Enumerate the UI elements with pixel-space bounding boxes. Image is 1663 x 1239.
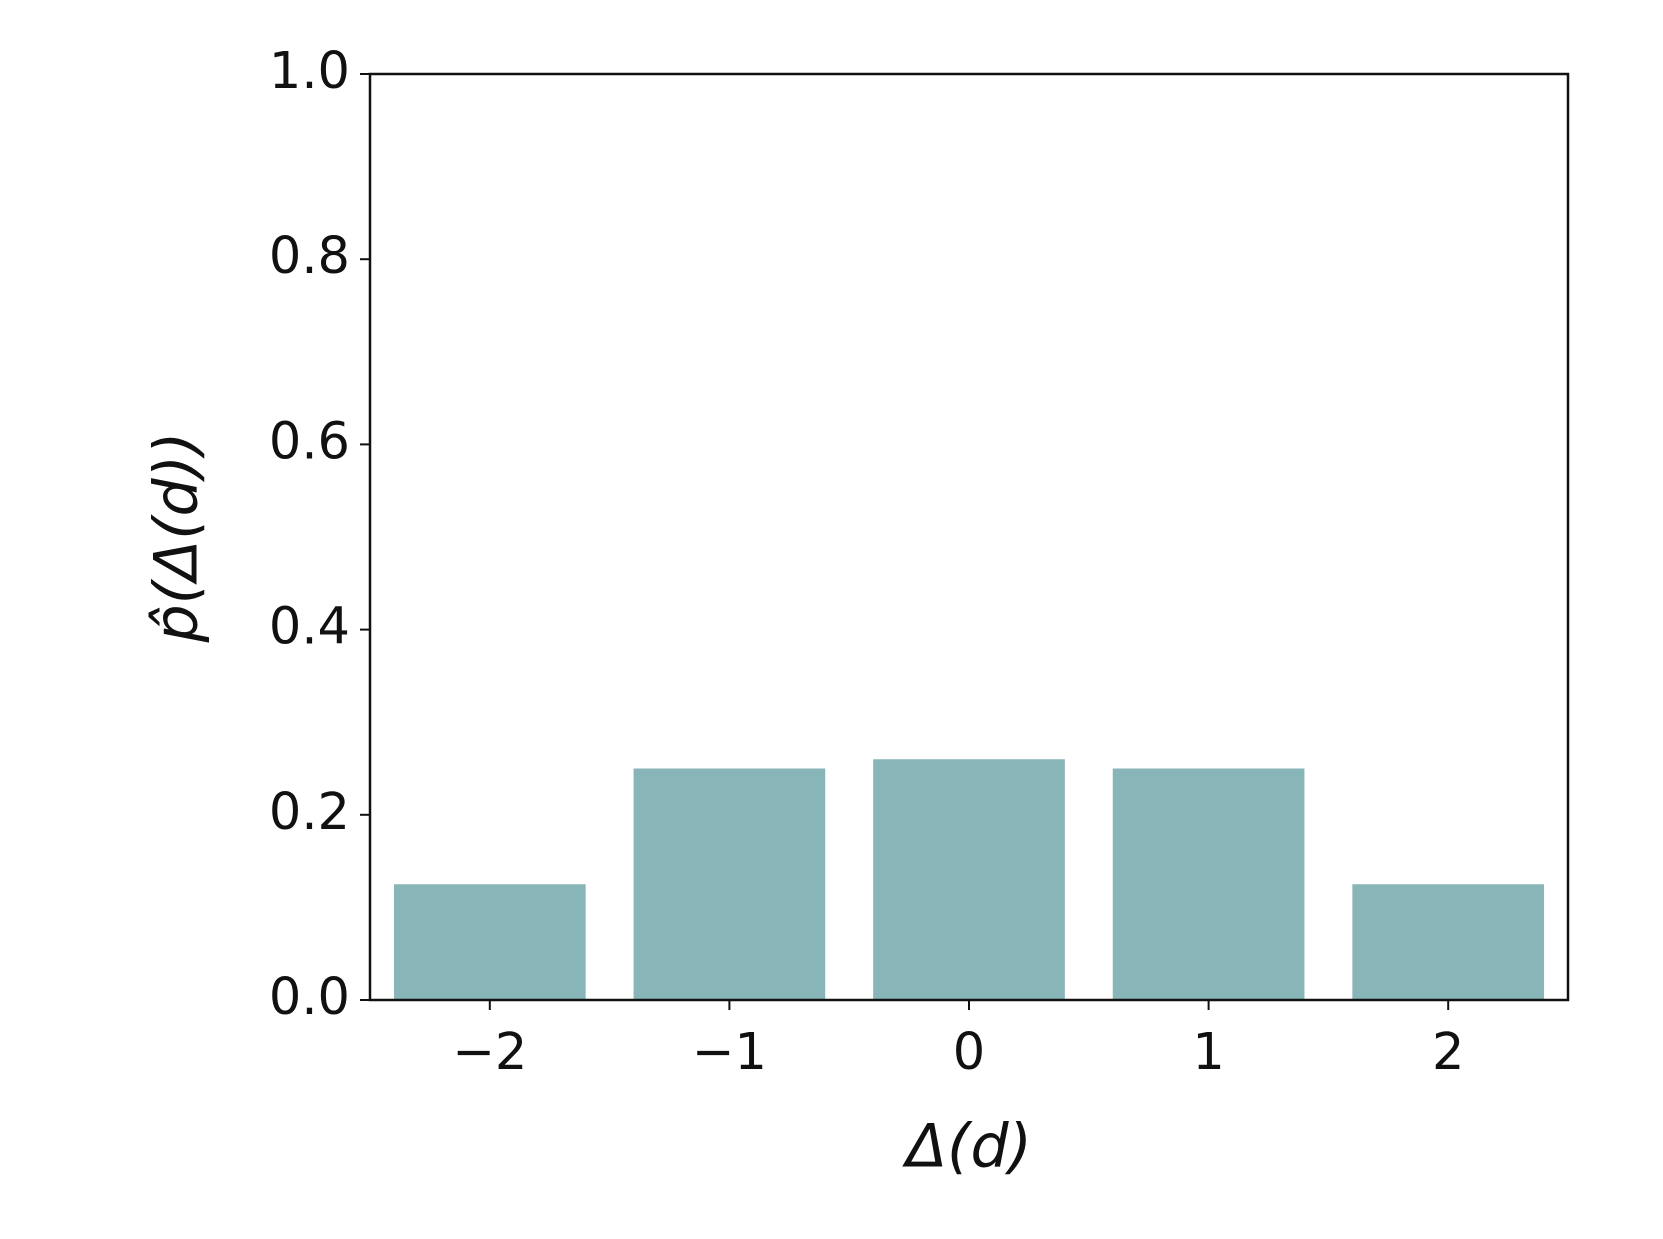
x-tick-label: −2 bbox=[452, 1023, 527, 1082]
bar bbox=[633, 768, 826, 1000]
x-tick-label: 2 bbox=[1432, 1023, 1464, 1082]
bar bbox=[1112, 768, 1305, 1000]
y-tick-label: 0.6 bbox=[269, 412, 350, 471]
bar bbox=[1352, 884, 1545, 1000]
x-tick-label: 0 bbox=[953, 1023, 985, 1082]
bar bbox=[393, 884, 586, 1000]
y-tick-label: 1.0 bbox=[269, 42, 350, 101]
x-axis-label: Δ(d) bbox=[902, 1112, 1032, 1182]
plot-frame bbox=[368, 72, 1570, 1002]
y-tick-label: 0.4 bbox=[269, 598, 350, 657]
x-tick-label: −1 bbox=[692, 1023, 767, 1082]
bar bbox=[873, 759, 1065, 1000]
y-axis-label: p̂(Δ(d)) bbox=[142, 432, 212, 644]
y-tick-label: 0.0 bbox=[269, 968, 350, 1027]
y-tick-label: 0.2 bbox=[269, 783, 350, 842]
x-tick-label: 1 bbox=[1192, 1023, 1224, 1082]
y-tick-label: 0.8 bbox=[269, 227, 350, 286]
